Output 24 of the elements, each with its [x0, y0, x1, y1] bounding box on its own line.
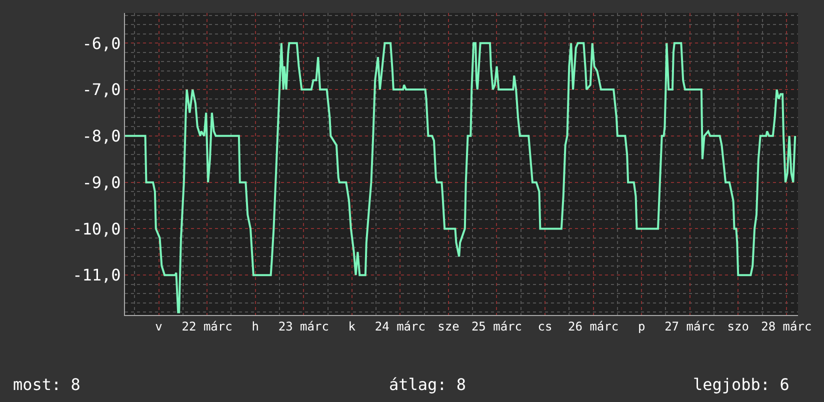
x-tick-label: 26 márc — [568, 319, 619, 334]
text: átlag: 8 — [389, 375, 466, 394]
x-tick-label: szo — [727, 319, 749, 334]
line-series — [125, 42, 796, 314]
y-tick-label: -9,0 — [82, 172, 121, 192]
text: legjobb: 6 — [693, 375, 790, 394]
y-tick-label: -10,0 — [72, 219, 121, 238]
x-tick-label: 23 márc — [278, 319, 329, 334]
y-tick-label: -6,0 — [82, 34, 121, 53]
x-tick-label: 27 márc — [664, 319, 716, 334]
y-tick-label: -7,0 — [82, 80, 121, 100]
x-tick-label: cs — [538, 319, 552, 334]
x-tick-label: 25 márc — [471, 319, 522, 334]
x-tick-label: sze — [438, 319, 460, 334]
x-tick-label: 24 márc — [374, 319, 426, 334]
x-tick-label: h — [252, 319, 259, 334]
y-tick-label: -11,0 — [72, 266, 121, 285]
x-tick-label: v — [155, 319, 162, 334]
text: most: 8 — [13, 375, 80, 394]
x-tick-label: 22 márc — [182, 319, 232, 334]
y-tick-label: -8,0 — [82, 126, 121, 146]
x-tick-label: 28 márc — [761, 319, 812, 334]
x-tick-label: k — [348, 319, 356, 334]
x-tick-label: p — [638, 319, 646, 334]
